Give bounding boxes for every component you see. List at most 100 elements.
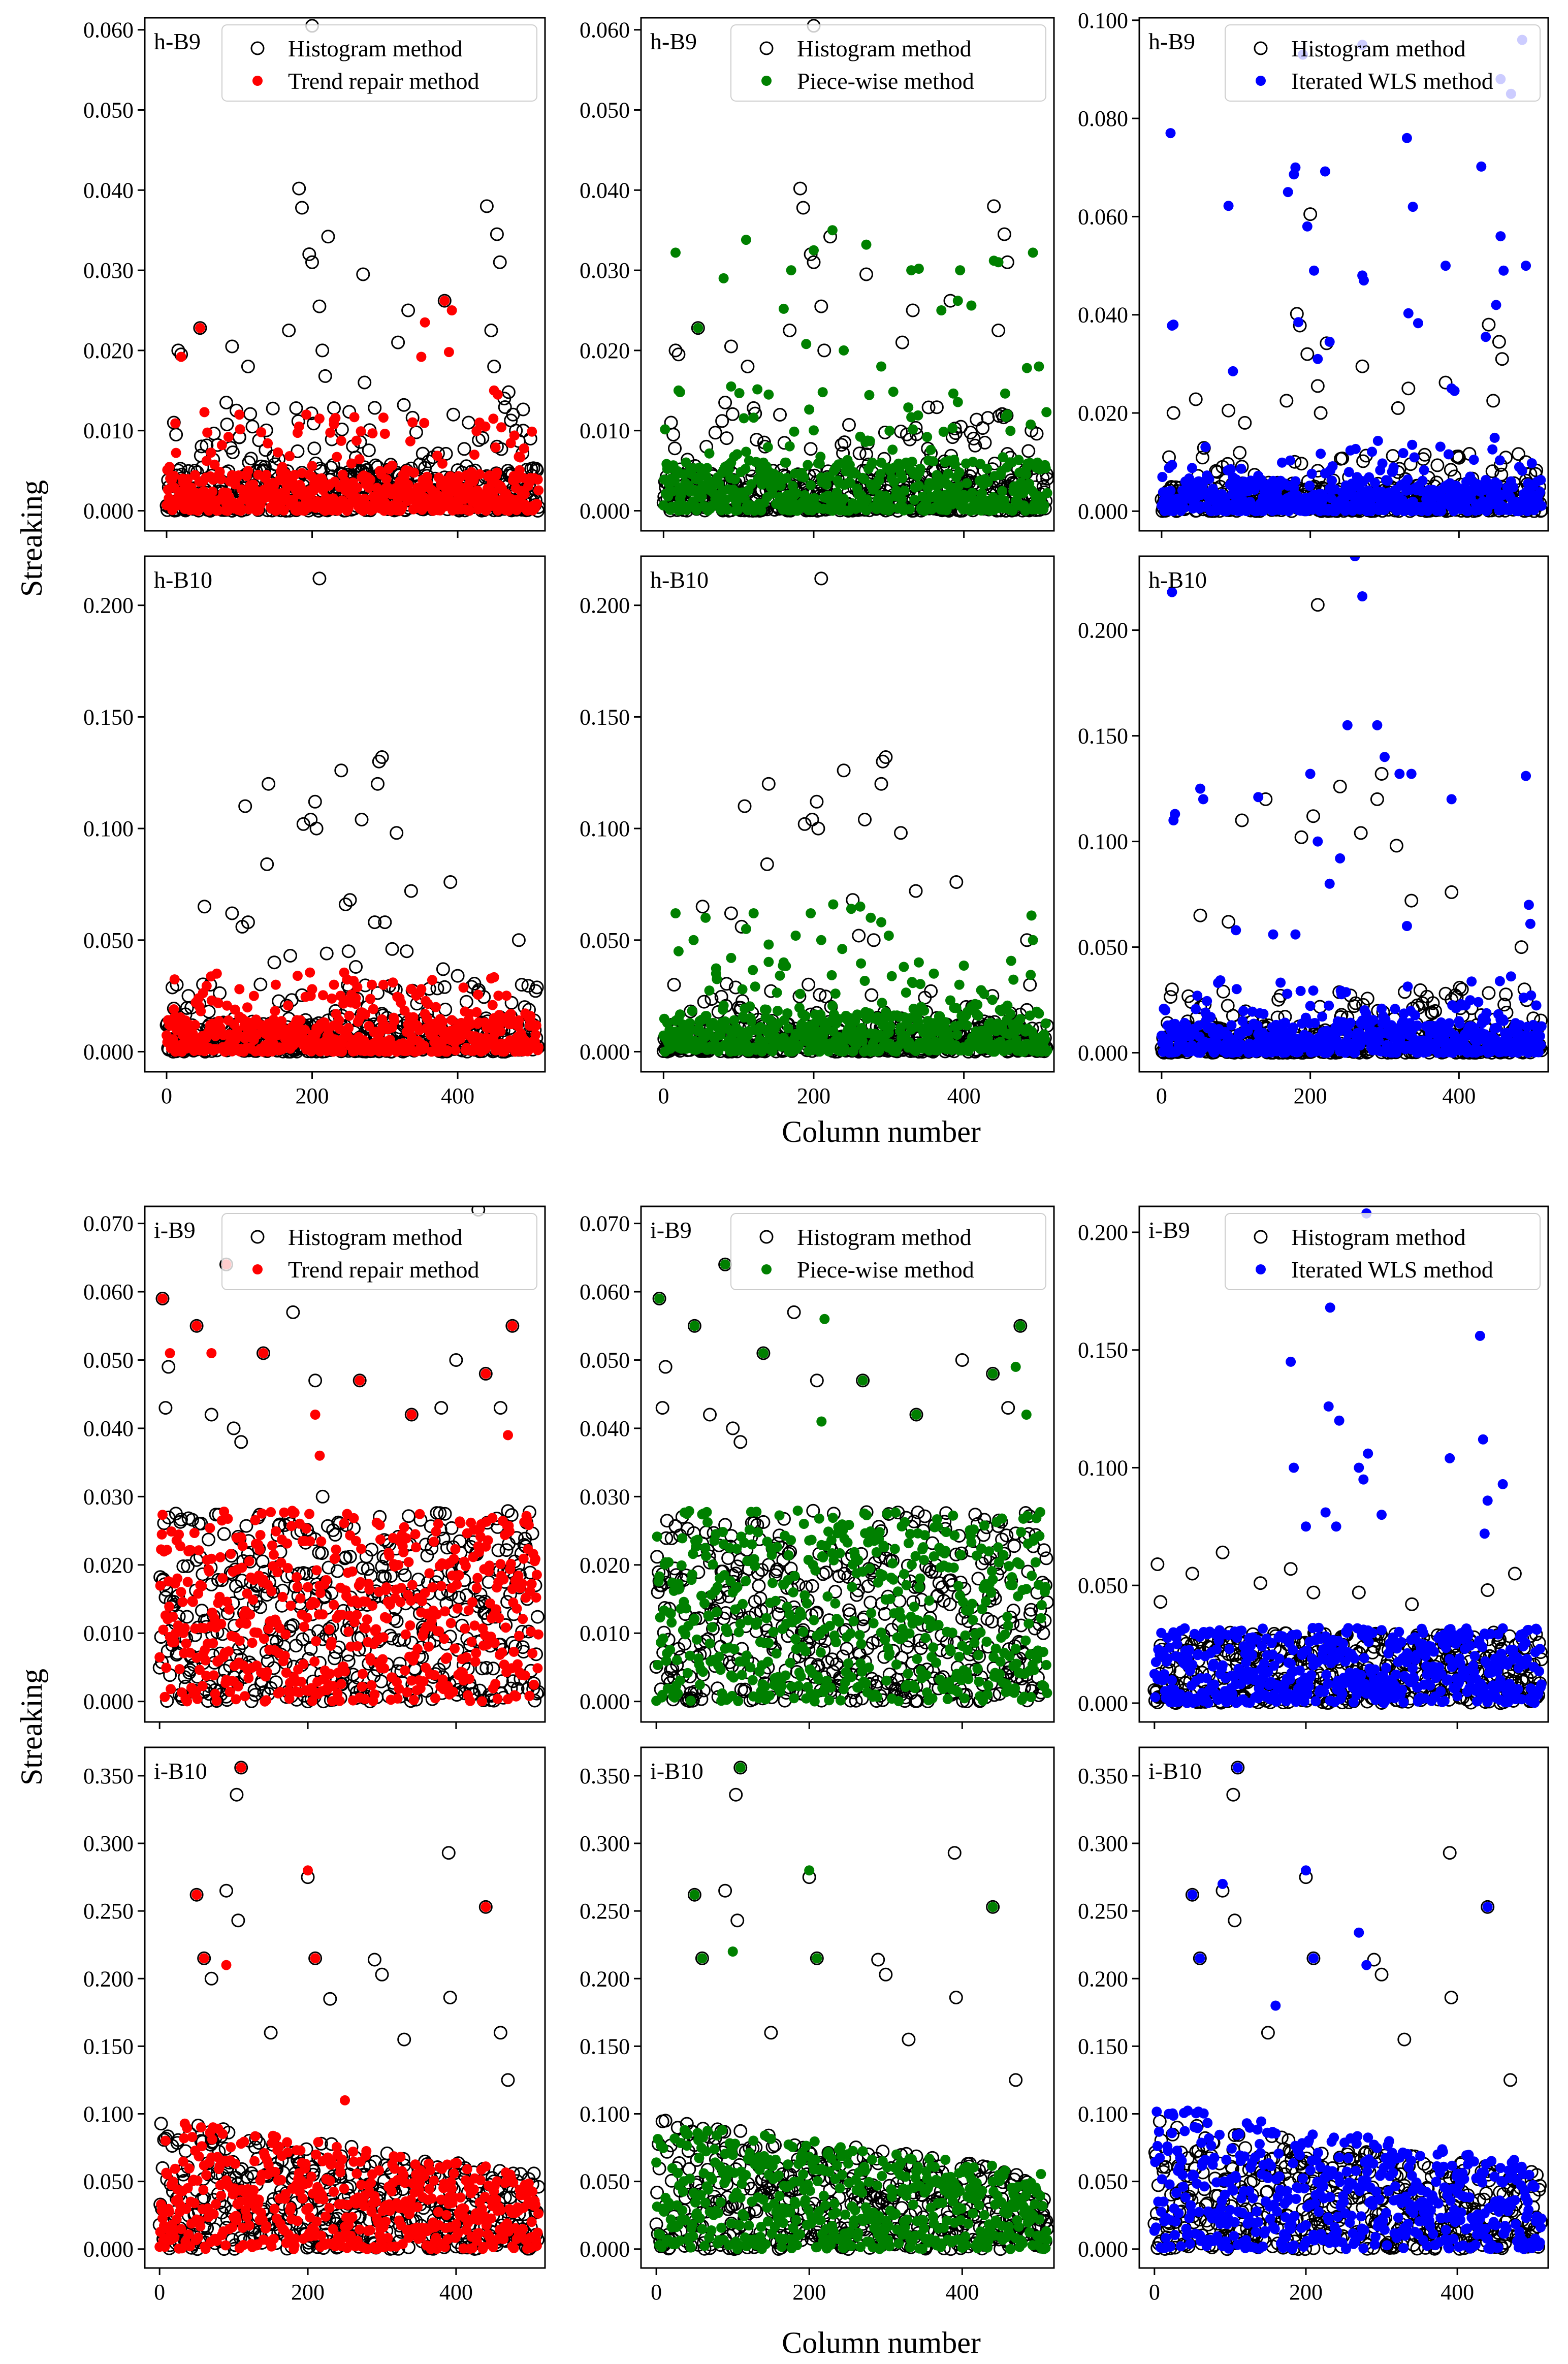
hist-point — [437, 980, 452, 994]
method-point — [876, 361, 886, 372]
method-point — [903, 402, 914, 413]
method-point — [1041, 407, 1052, 418]
legend-label: Histogram method — [797, 36, 972, 61]
method-point — [190, 997, 201, 1008]
hist-point — [272, 994, 286, 1008]
method-point — [1449, 386, 1460, 396]
method-point — [1481, 332, 1491, 342]
hist-point — [773, 408, 787, 422]
method-point — [1534, 487, 1545, 497]
method-point — [216, 440, 227, 451]
method-point — [492, 389, 503, 400]
hist-point — [797, 817, 812, 831]
hist-point — [1222, 403, 1236, 418]
method-point — [839, 345, 849, 356]
hist-point — [198, 900, 211, 914]
legend-label: Piece-wise method — [797, 68, 974, 94]
method-point — [207, 486, 218, 497]
hist-point — [244, 452, 258, 466]
ytick-label: 0.100 — [1078, 8, 1128, 33]
hist-point — [368, 915, 382, 930]
hist-point — [761, 777, 776, 791]
method-point — [356, 426, 366, 437]
method-point — [798, 472, 809, 483]
hist-point — [804, 442, 818, 456]
method-point — [1236, 463, 1246, 474]
method-point — [199, 407, 210, 418]
hist-point — [1486, 394, 1500, 408]
hist-point — [842, 418, 856, 432]
method-point — [1320, 166, 1330, 177]
method-point — [908, 424, 918, 435]
method-point — [1498, 265, 1509, 276]
hist-point — [446, 407, 460, 422]
method-point — [1223, 201, 1234, 211]
ytick-label: 0.080 — [1078, 106, 1128, 131]
hist-point — [438, 1002, 453, 1016]
method-point — [519, 489, 530, 499]
method-point — [458, 982, 469, 993]
hist-point — [400, 944, 414, 959]
hist-point — [1355, 359, 1369, 373]
method-point — [1168, 320, 1179, 330]
method-point — [1302, 221, 1313, 232]
method-point — [1318, 490, 1328, 501]
method-point — [1441, 261, 1451, 271]
method-point — [489, 972, 499, 982]
hist-point — [238, 799, 252, 813]
method-point — [1309, 265, 1319, 276]
method-point — [913, 264, 924, 274]
method-point — [389, 1015, 400, 1026]
method-point — [234, 984, 245, 995]
hist-point — [718, 396, 732, 409]
ylabel-top: Streaking — [15, 480, 48, 597]
legend-box — [730, 24, 1046, 102]
method-point — [378, 979, 389, 990]
hist-point — [356, 267, 370, 281]
hist-point — [1310, 379, 1325, 393]
hist-point — [813, 988, 827, 1002]
hist-point — [342, 405, 357, 419]
hist-point — [668, 441, 682, 456]
method-point — [1407, 202, 1418, 212]
method-point — [437, 458, 447, 469]
legend-box — [1225, 24, 1541, 102]
method-point — [1402, 474, 1413, 485]
xtick-label: 400 — [441, 1083, 474, 1108]
method-point — [378, 412, 389, 423]
method-point — [288, 1040, 299, 1050]
method-point — [409, 467, 420, 478]
hist-point — [1444, 463, 1458, 477]
method-point — [756, 505, 766, 516]
method-point — [1028, 247, 1038, 258]
method-point — [1476, 161, 1487, 172]
method-point — [387, 460, 398, 471]
hist-point — [295, 201, 309, 215]
hist-point — [459, 995, 473, 1009]
legend-marker-method — [761, 76, 772, 86]
method-point — [427, 975, 437, 985]
method-point — [169, 974, 180, 985]
method-point — [993, 257, 1004, 268]
hist-point — [997, 227, 1011, 241]
method-point — [209, 459, 220, 470]
method-point — [171, 448, 181, 458]
ytick-label: 0.030 — [83, 258, 134, 283]
method-point — [307, 984, 317, 995]
method-point — [360, 1009, 371, 1020]
ytick-label: 0.000 — [83, 499, 134, 524]
method-point — [899, 486, 910, 496]
hist-point — [968, 438, 982, 453]
method-point — [284, 451, 295, 461]
method-point — [922, 432, 933, 442]
method-point — [861, 239, 872, 250]
method-point — [789, 426, 799, 437]
method-point — [1407, 439, 1418, 450]
hist-point — [506, 407, 520, 422]
method-point — [763, 389, 774, 400]
method-point — [1398, 448, 1409, 458]
hist-point — [436, 962, 450, 976]
method-point — [875, 469, 886, 480]
method-point — [487, 1000, 498, 1010]
